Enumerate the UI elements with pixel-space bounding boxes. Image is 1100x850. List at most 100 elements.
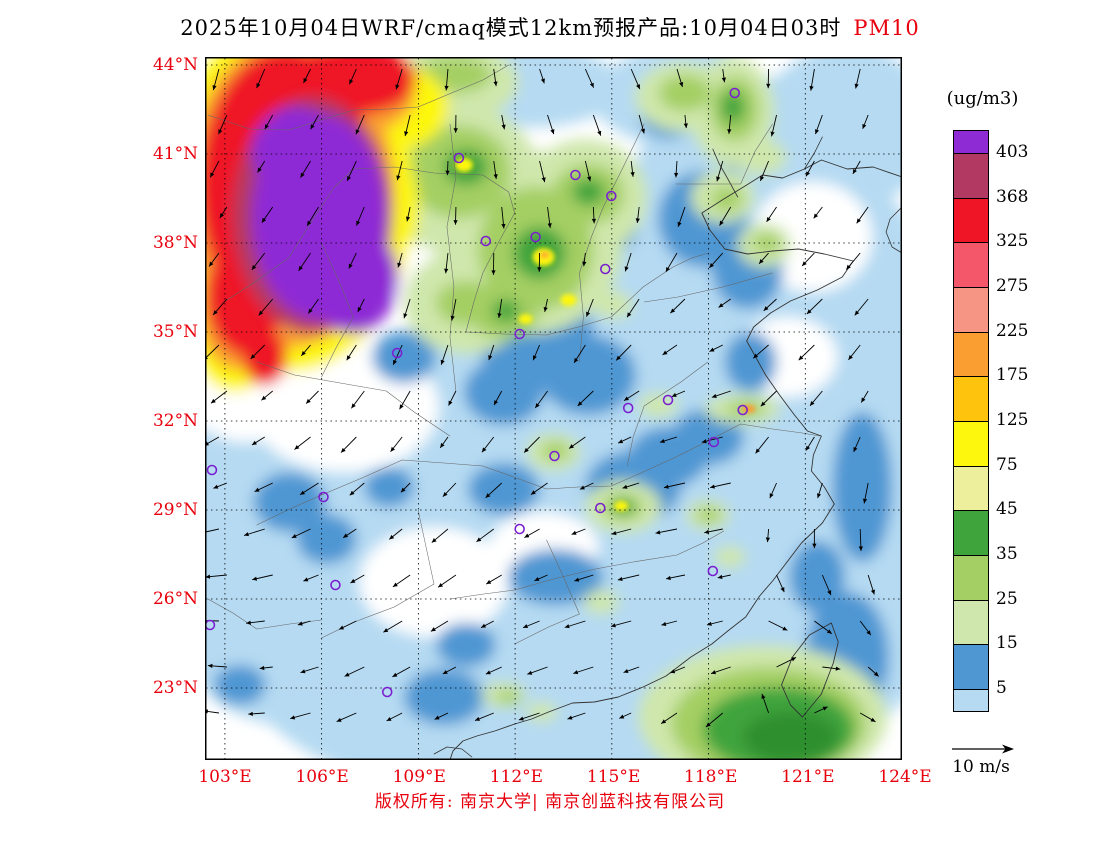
wind-arrow-head (618, 439, 624, 444)
wind-arrow-head (719, 220, 724, 226)
wind-arrow-head (640, 128, 645, 134)
wind-arrow-head (350, 578, 356, 584)
lat-tick-label: 38°N (152, 233, 198, 253)
wind-arrow-head (854, 310, 860, 316)
station-marker (622, 402, 634, 414)
wind-arrow-head (671, 392, 677, 397)
station-marker (595, 502, 606, 514)
wind-arrow-head (573, 670, 579, 675)
wind-arrow-head (218, 129, 223, 135)
wind-arrow-head (210, 172, 215, 178)
station-marker (480, 235, 492, 247)
wind-arrow-head (252, 576, 258, 581)
wind-arrow-head (254, 487, 260, 492)
wind-arrow-head (300, 172, 305, 178)
wind-arrow-head (591, 218, 597, 224)
wind-arrow-head (716, 176, 721, 182)
wind-arrow-head (709, 347, 715, 352)
wind-arrow-head (501, 124, 506, 130)
wind-arrow-head (798, 355, 804, 361)
colorbar-box (954, 555, 988, 600)
wind-arrow-head (257, 167, 262, 173)
wind-arrow-head (659, 438, 665, 444)
wind-arrow-head (448, 400, 453, 406)
wind-arrow-head (661, 719, 667, 724)
wind-arrow-head (306, 398, 311, 404)
station-marker (600, 263, 611, 275)
wind-arrow-head (256, 83, 261, 89)
wind-arrow-head (540, 78, 545, 84)
wind-arrow-head (711, 393, 717, 398)
wind-arrow-head (213, 484, 219, 489)
map-area (205, 57, 905, 760)
wind-arrow-head (827, 590, 832, 596)
wind-arrow-head (524, 533, 530, 538)
wind-arrow-head (308, 308, 313, 314)
wind-arrow-head (718, 303, 724, 308)
station-marker (729, 87, 741, 99)
wind-arrow-head (210, 398, 216, 404)
station-marker (330, 579, 341, 591)
colorbar-level-label: 75 (996, 454, 1018, 475)
wind-arrow-head (655, 530, 661, 535)
wind-arrow-head (300, 490, 306, 495)
colorbar-box (954, 465, 988, 511)
colorbar-box (954, 197, 988, 243)
wind-arrow-head (532, 355, 537, 361)
wind-arrow-head (450, 315, 455, 321)
wind-arrow-head (770, 131, 775, 137)
wind-arrow-head (440, 442, 445, 448)
lon-tick-label: 109°E (392, 767, 446, 787)
colorbar-box (954, 689, 988, 711)
wind-arrow-head (665, 266, 670, 272)
wind-arrow-head (244, 532, 249, 537)
colorbar-level-label: 368 (996, 186, 1029, 207)
station-marker (530, 231, 541, 243)
wind-arrow-head (670, 669, 676, 674)
wind-arrow-head (356, 220, 361, 226)
colorbar-units-label: (ug/m3) (946, 88, 1019, 109)
wind-arrow-head (438, 582, 444, 588)
wind-arrow-head (349, 490, 355, 496)
wind-arrow-head (501, 223, 506, 229)
wind-arrow-head (383, 628, 389, 633)
wind-arrow-head (386, 716, 392, 721)
lat-tick-label: 23°N (152, 678, 198, 698)
station-marker (605, 190, 617, 202)
colorbar-level-label: 15 (996, 633, 1018, 654)
wind-arrow-head (564, 624, 570, 629)
wind-arrow-head (397, 262, 402, 268)
wind-arrow-head (348, 263, 353, 269)
wind-arrow-head (852, 168, 857, 174)
colorbar-level-label: 275 (996, 276, 1029, 296)
wind-arrow-head (856, 218, 861, 224)
wind-arrow (205, 528, 220, 533)
wind-arrow-head (298, 265, 303, 271)
lat-tick-label: 41°N (152, 144, 198, 164)
wind-arrow-head (636, 84, 640, 90)
wind-arrow-head (858, 546, 863, 551)
wind-arrow-head (826, 629, 832, 634)
wind-arrow-head (405, 216, 411, 222)
wind-arrow-head (766, 216, 771, 222)
wind-arrow-head (481, 623, 487, 628)
wind-arrow-head (661, 621, 667, 627)
wind-arrow-head (761, 693, 766, 699)
wind-arrow-head (399, 404, 404, 410)
wind-arrow-head (297, 621, 303, 626)
wind-arrow-head (390, 446, 396, 452)
wind-arrow-head (301, 350, 306, 356)
wind-arrow-head (848, 354, 853, 360)
pm10-map (205, 57, 903, 760)
wind-arrow-head (392, 672, 398, 677)
wind-arrow-head (307, 220, 312, 226)
wind-arrow-head (809, 400, 815, 406)
wind-arrow-head (430, 627, 436, 632)
colorbar-level-label: 225 (996, 320, 1029, 341)
wind-arrow-head (534, 577, 540, 581)
wind-arrow-head (579, 485, 585, 490)
colorbar-box (954, 599, 988, 645)
wind-arrow-head (537, 267, 542, 272)
wind-arrow-head (853, 446, 858, 452)
station-marker (206, 464, 218, 476)
